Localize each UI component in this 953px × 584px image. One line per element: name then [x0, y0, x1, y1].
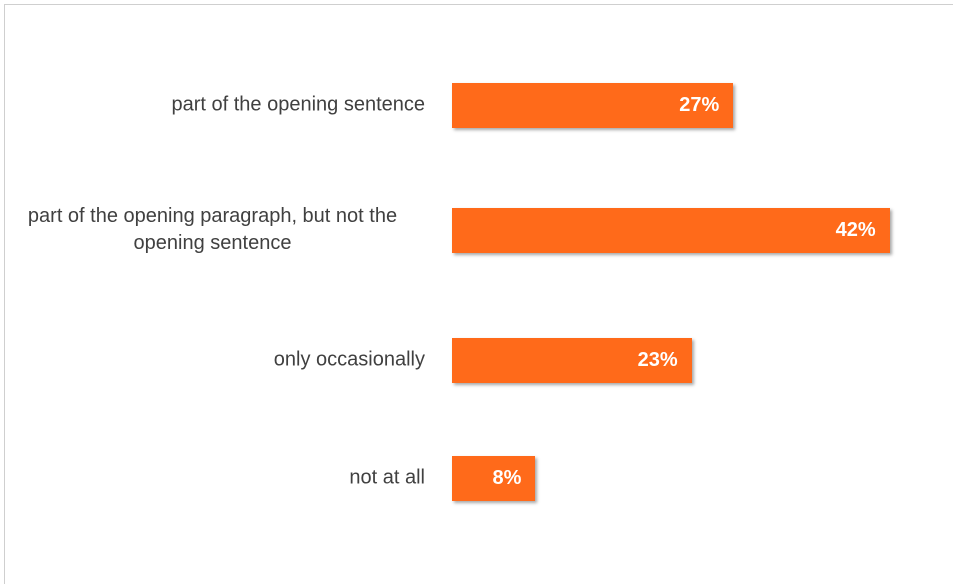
category-label: not at all — [349, 466, 425, 489]
category-label: only occasionally — [273, 348, 425, 371]
data-label: 27% — [679, 94, 720, 116]
data-label: 42% — [835, 219, 876, 241]
bar — [452, 338, 692, 383]
frame — [4, 4, 953, 584]
data-label: 8% — [492, 467, 522, 489]
category-label: part of the opening sentence — [171, 93, 425, 116]
bar — [452, 208, 890, 253]
data-label: 23% — [637, 349, 678, 371]
category-label: part of the opening paragraph, but not t… — [27, 205, 398, 254]
bar — [452, 456, 536, 501]
bar — [452, 83, 734, 128]
